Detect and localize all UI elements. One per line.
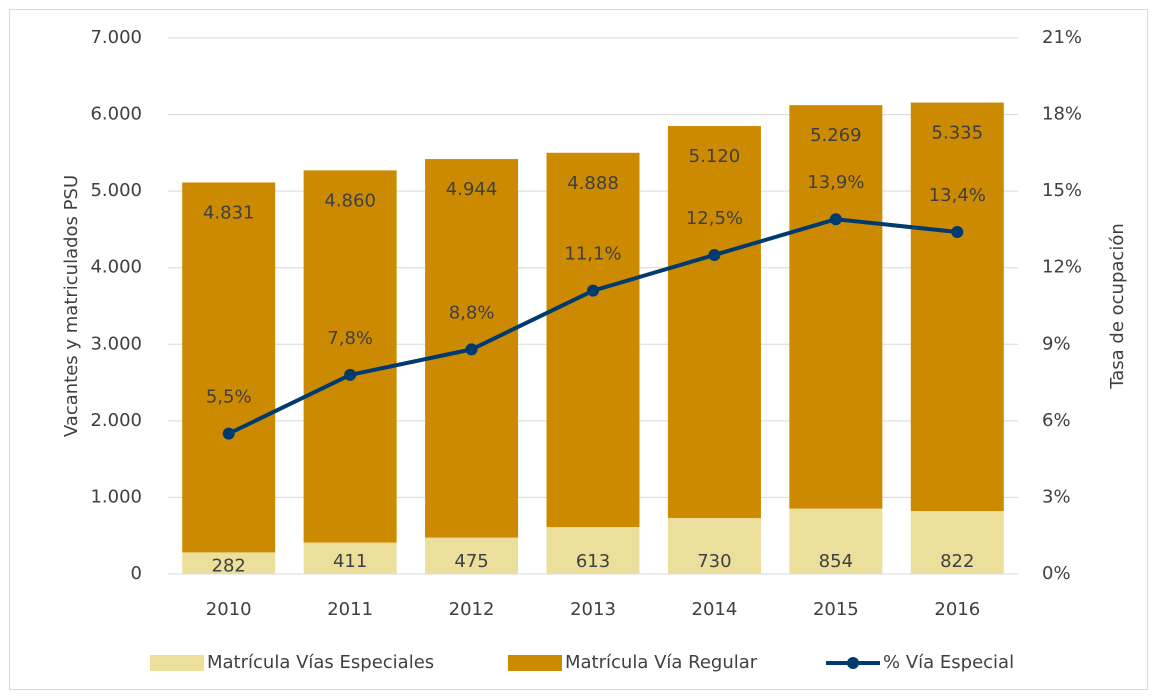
x-tick-label: 2013: [570, 599, 616, 620]
data-label: 5,5%: [206, 387, 252, 408]
data-label: 5.120: [689, 146, 741, 167]
y2-tick-label: 0%: [1042, 563, 1071, 584]
data-label: 5.269: [810, 125, 862, 146]
data-label: 822: [940, 551, 974, 572]
line-marker: [465, 343, 478, 356]
x-tick-label: 2014: [692, 599, 738, 620]
y-tick-label: 0: [131, 563, 142, 584]
bar-segment: [182, 182, 276, 553]
y2-tick-label: 9%: [1042, 333, 1071, 354]
y-tick-label: 6.000: [90, 104, 142, 125]
line-marker: [587, 284, 599, 297]
legend-label: % Vía Especial: [883, 652, 1014, 673]
y2-tick-label: 21%: [1042, 27, 1082, 48]
x-tick-label: 2012: [449, 599, 495, 620]
y2-tick-label: 3%: [1042, 486, 1071, 507]
data-label: 4.860: [324, 190, 376, 211]
x-tick-label: 2016: [934, 599, 980, 620]
data-label: 8,8%: [449, 302, 495, 323]
bar-segment: [910, 102, 1004, 512]
bar-segment: [425, 537, 519, 574]
y-tick-label: 1.000: [90, 486, 142, 507]
y2-tick-label: 6%: [1042, 410, 1071, 431]
data-label: 730: [697, 551, 731, 572]
bar-segment: [667, 126, 761, 519]
y2-tick-label: 18%: [1042, 104, 1082, 125]
data-label: 12,5%: [686, 208, 743, 229]
y-tick-label: 7.000: [90, 27, 142, 48]
data-label: 4.831: [203, 202, 255, 223]
line-marker: [829, 213, 842, 226]
y-tick-label: 5.000: [90, 180, 142, 201]
x-tick-label: 2011: [327, 599, 373, 620]
data-label: 411: [333, 551, 367, 572]
line-marker: [222, 427, 235, 440]
data-label: 854: [819, 551, 853, 572]
data-label: 613: [576, 551, 610, 572]
bar-segment: [667, 518, 761, 574]
bar-segment: [303, 542, 397, 574]
y2-tick-label: 12%: [1042, 257, 1082, 278]
legend-marker: [847, 657, 859, 669]
data-label: 5.335: [932, 123, 984, 144]
bar-segment: [789, 105, 883, 509]
line-marker: [951, 225, 964, 238]
x-tick-label: 2010: [206, 599, 252, 620]
data-label: 13,4%: [929, 185, 986, 206]
y2-axis-label: Tasa de ocupación: [1107, 223, 1128, 390]
data-label: 4.888: [567, 173, 619, 194]
y-axis-label: Vacantes y matriculados PSU: [61, 175, 82, 437]
bar-segment: [789, 508, 883, 574]
legend-swatch: [508, 655, 562, 671]
x-tick-label: 2015: [813, 599, 859, 620]
legend-label: Matrícula Vías Especiales: [207, 652, 434, 673]
data-label: 7,8%: [327, 328, 373, 349]
data-label: 13,9%: [807, 172, 864, 193]
y2-tick-label: 15%: [1042, 180, 1082, 201]
bar-segment: [910, 511, 1004, 574]
data-label: 475: [454, 551, 488, 572]
bar-segment: [182, 552, 276, 574]
legend-swatch: [150, 655, 204, 671]
bar-segment: [303, 170, 397, 543]
y-tick-label: 4.000: [90, 257, 142, 278]
line-marker: [708, 248, 721, 261]
bar-segment: [546, 152, 640, 528]
data-label: 11,1%: [564, 244, 621, 265]
line-marker: [344, 368, 357, 381]
data-label: 4.944: [446, 179, 498, 200]
bar-segment: [546, 527, 640, 574]
legend-label: Matrícula Vía Regular: [565, 652, 758, 673]
y-tick-label: 2.000: [90, 410, 142, 431]
data-label: 282: [212, 555, 246, 576]
y-tick-label: 3.000: [90, 333, 142, 354]
